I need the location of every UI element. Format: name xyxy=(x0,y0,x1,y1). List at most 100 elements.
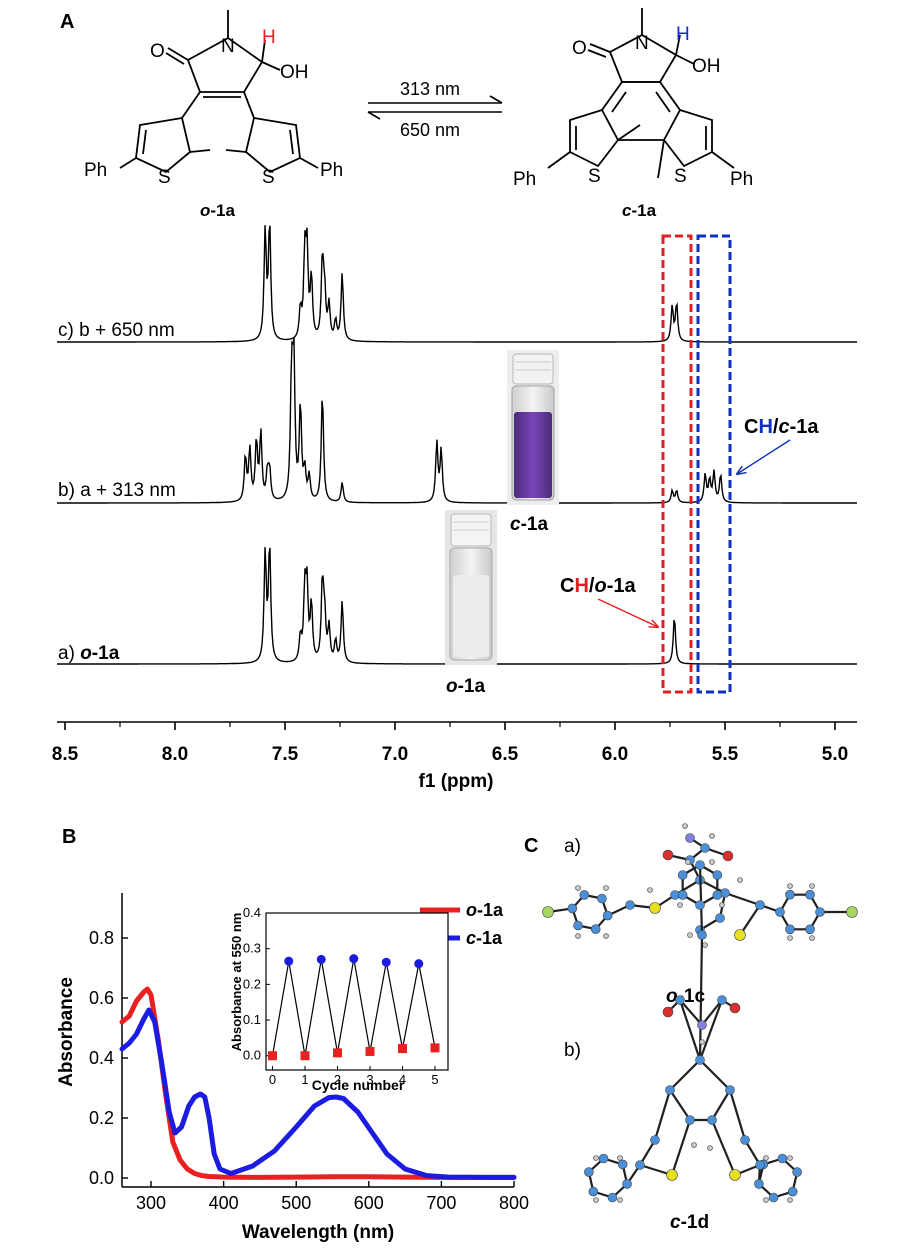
crystal-atom xyxy=(717,995,727,1005)
inset-xlabel: Cycle number xyxy=(312,1077,405,1093)
crystal-atom xyxy=(682,823,688,829)
crystal-atom xyxy=(602,910,613,921)
crystal-bond xyxy=(679,999,703,1026)
crystal-bond xyxy=(639,1139,656,1166)
svg-text:S: S xyxy=(262,167,275,188)
crystal-atom xyxy=(662,849,674,861)
crystal-atom xyxy=(729,1169,741,1181)
crystal-a-prefix: a) xyxy=(564,836,581,857)
crystal-bond xyxy=(699,1059,731,1091)
crystal-atom xyxy=(737,877,743,883)
inset-point-open xyxy=(365,1046,375,1056)
crystal-atom xyxy=(709,859,715,865)
crystal-atom xyxy=(787,935,793,941)
inset-y-tick-label: 0.1 xyxy=(243,1012,261,1027)
crystal-bond xyxy=(739,904,761,936)
crystal-atom xyxy=(647,887,653,893)
crystal-atom xyxy=(729,1002,741,1014)
crystal-atom xyxy=(649,902,661,914)
crystal-atom xyxy=(702,942,708,948)
crystal-atom xyxy=(685,833,695,843)
crystal-bond xyxy=(670,1119,692,1176)
uv-y-tick-label: 0.4 xyxy=(89,1048,114,1068)
closed-ch-arrow xyxy=(737,439,791,474)
nmr-tick-label: 5.5 xyxy=(712,744,739,765)
crystal-bond xyxy=(698,934,704,1061)
crystal-b-label: c-1d xyxy=(670,1212,709,1233)
nmr-tick-label: 6.5 xyxy=(492,744,519,765)
crystal-atom xyxy=(754,1179,764,1189)
crystal-atom xyxy=(695,900,705,910)
inset-y-tick-label: 0.3 xyxy=(243,941,261,956)
crystal-atom xyxy=(697,1020,707,1030)
svg-text:S: S xyxy=(158,167,171,188)
crystal-atom xyxy=(617,1155,623,1161)
inset-y-tick-label: 0.2 xyxy=(243,976,261,991)
crystal-atom xyxy=(707,1115,717,1125)
inset-point-open xyxy=(333,1048,342,1058)
uv-vis-chart: 300 400 500 600 700 800 0.0 0.2 0.4 0.6 0.8 xyxy=(89,893,529,1213)
nmr-tick-label: 7.0 xyxy=(382,744,408,765)
open-ch-annotation: CH/o-1a xyxy=(560,575,636,597)
crystal-atom xyxy=(697,930,707,940)
uv-x-tick-label: 300 xyxy=(136,1193,166,1213)
uv-x-tick-label: 500 xyxy=(281,1193,311,1213)
svg-text:Ph: Ph xyxy=(513,169,536,190)
uv-y-tick-label: 0.2 xyxy=(89,1108,114,1128)
uv-y-tick-label: 0.6 xyxy=(89,988,114,1008)
svg-text:S: S xyxy=(588,166,601,187)
crystal-atom xyxy=(712,890,723,900)
crystal-bond xyxy=(701,999,723,1026)
uv-ylabel: Absorbance xyxy=(56,977,77,1087)
crystal-atom xyxy=(617,1159,628,1170)
inset-x-tick-label: 0 xyxy=(269,1072,276,1087)
crystal-atom xyxy=(700,843,710,853)
crystal-atom xyxy=(675,995,685,1005)
svg-text:O: O xyxy=(150,41,165,62)
inset-point-open xyxy=(268,1051,277,1061)
crystal-atom xyxy=(685,1115,695,1125)
crystal-bond xyxy=(698,864,704,936)
crystal-bond xyxy=(724,891,761,907)
crystal-bond xyxy=(669,1089,691,1121)
uv-xlabel: Wavelength (nm) xyxy=(242,1222,394,1243)
crystal-atom xyxy=(635,1160,645,1170)
crystal-bond xyxy=(710,1119,737,1176)
crystal-atom xyxy=(685,859,691,865)
crystal-atom xyxy=(715,913,725,923)
crystal-atom xyxy=(607,1192,618,1203)
purple-vial-photo xyxy=(507,350,559,505)
reverse-wavelength: 650 nm xyxy=(400,120,460,140)
svg-text:S: S xyxy=(674,166,687,187)
open-ch-highlight-box xyxy=(661,234,693,694)
closed-isomer-structure xyxy=(547,8,735,179)
crystal-atom xyxy=(665,1085,675,1095)
svg-text:N: N xyxy=(635,33,649,54)
inset-x-tick-label: 5 xyxy=(431,1072,438,1087)
nmr-axis: 8.5 8.0 7.5 7.0 6.5 6.0 5.5 5.0 xyxy=(52,721,857,765)
panel-c-label: C xyxy=(524,835,538,857)
crystal-atom xyxy=(617,1197,623,1203)
nmr-label-b: b) a + 313 nm xyxy=(58,480,176,501)
inset-point-open xyxy=(300,1051,310,1061)
crystal-atom xyxy=(687,932,693,938)
open-isomer-structure xyxy=(119,10,319,174)
open-ch-arrow xyxy=(597,598,658,627)
open-isomer-atoms: O N H OH S S Ph Ph xyxy=(84,27,343,188)
panel-b-label: B xyxy=(62,826,76,848)
crystal-atom xyxy=(650,1135,660,1145)
inset-ylabel: Absorbance at 550 nm xyxy=(229,913,244,1052)
nmr-trace-b xyxy=(57,337,857,504)
crystal-a-label: o-1c xyxy=(666,986,706,1007)
crystal-atom xyxy=(593,1197,599,1203)
inset-cycle-chart: 0 1 2 3 4 5 0.0 0.1 0.2 0.3 0.4 xyxy=(243,905,449,1087)
crystal-atom xyxy=(768,1192,779,1203)
inset-point-closed xyxy=(414,959,424,969)
inset-point-closed xyxy=(381,957,391,967)
inset-y-tick-label: 0.0 xyxy=(243,1048,261,1063)
nmr-label-a: a) o-1a xyxy=(58,643,120,664)
crystal-atom xyxy=(597,893,607,904)
crystal-atom xyxy=(815,907,825,917)
crystal-atom xyxy=(763,1155,769,1161)
